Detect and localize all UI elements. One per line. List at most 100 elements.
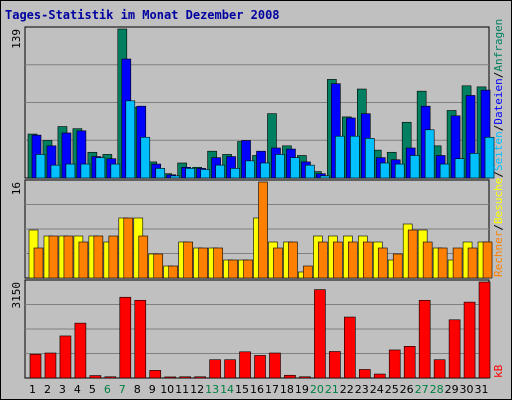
bar-rechner-day-12 — [198, 247, 208, 279]
bar-rechner-day-31 — [482, 241, 493, 279]
bar-seiten-day-15 — [245, 160, 255, 179]
day-label-11: 11 — [175, 383, 189, 396]
bar-seiten-day-11 — [185, 168, 195, 179]
bar-kb-day-9 — [149, 370, 162, 379]
bar-rechner-day-30 — [467, 247, 478, 279]
bar-kb-day-22 — [344, 316, 356, 379]
legend-series: Rechner/Besuche/Seiten/Dateien/Anfragen — [492, 19, 505, 277]
bar-rechner-day-11 — [183, 241, 193, 279]
bar-kb-day-29 — [448, 319, 461, 379]
bar-rechner-day-14 — [228, 259, 238, 279]
day-label-14: 14 — [220, 383, 234, 396]
legend-entry: Dateien — [492, 78, 505, 124]
bar-rechner-day-22 — [348, 241, 358, 279]
panel-1: 139 — [10, 26, 495, 179]
bar-seiten-day-24 — [379, 162, 390, 179]
bar-kb-day-24 — [373, 373, 386, 379]
legend-kb: kB — [492, 364, 505, 378]
bar-seiten-day-18 — [290, 157, 300, 179]
day-label-13: 13 — [205, 383, 219, 396]
bar-rechner-day-21 — [333, 241, 343, 279]
day-label-8: 8 — [134, 383, 141, 396]
bar-rechner-day-19 — [303, 265, 313, 279]
bar-seiten-day-25 — [394, 163, 405, 179]
bar-kb-day-6 — [104, 376, 117, 379]
legend-entry: / — [492, 171, 505, 178]
day-label-12: 12 — [190, 383, 204, 396]
bar-rechner-day-25 — [392, 253, 403, 279]
y-max-label: 3150 — [10, 282, 23, 309]
legend-entry: Anfragen — [492, 19, 505, 72]
legend-entry: / — [492, 224, 505, 231]
bar-seiten-day-17 — [275, 154, 285, 179]
bar-seiten-day-14 — [230, 168, 240, 179]
bar-seiten-day-3 — [65, 163, 76, 179]
bar-kb-day-21 — [329, 351, 341, 379]
bar-seiten-day-16 — [260, 162, 270, 179]
day-label-31: 31 — [475, 383, 489, 396]
bar-seiten-day-22 — [350, 135, 360, 179]
bar-seiten-day-27 — [424, 129, 435, 179]
bar-seiten-day-5 — [95, 157, 106, 179]
bar-kb-day-4 — [74, 322, 87, 379]
bar-rechner-day-17 — [273, 247, 283, 279]
bar-kb-day-26 — [403, 346, 416, 379]
panel-2: 16 — [10, 179, 493, 279]
bar-kb-day-31 — [478, 281, 491, 379]
day-label-2: 2 — [44, 383, 51, 396]
bar-seiten-day-29 — [454, 158, 465, 179]
day-label-1: 1 — [29, 383, 36, 396]
day-label-4: 4 — [74, 383, 81, 396]
bar-seiten-day-6 — [110, 163, 121, 179]
bar-seiten-day-8 — [140, 136, 151, 179]
y-max-label: 16 — [10, 182, 23, 195]
day-label-7: 7 — [119, 383, 126, 396]
bar-kb-day-14 — [224, 359, 236, 379]
bar-rechner-day-9 — [153, 253, 164, 279]
bar-rechner-day-5 — [93, 235, 104, 279]
day-label-17: 17 — [265, 383, 279, 396]
bar-seiten-day-19 — [305, 164, 315, 179]
chart-title: Tages-Statistik im Monat Dezember 2008 — [5, 8, 280, 22]
bar-rechner-day-4 — [78, 241, 89, 279]
bar-seiten-day-9 — [155, 168, 166, 179]
panel-3: 3150 — [10, 279, 491, 379]
legend-entry: / — [492, 72, 505, 79]
bar-seiten-day-7 — [125, 100, 136, 179]
bar-seiten-day-30 — [469, 153, 480, 179]
legend-entry: Seiten — [492, 131, 505, 171]
day-label-6: 6 — [104, 383, 111, 396]
bar-seiten-day-2 — [50, 164, 61, 179]
bar-seiten-day-20 — [320, 175, 330, 179]
bar-kb-day-1 — [29, 353, 42, 379]
bar-rechner-day-10 — [168, 265, 179, 279]
bar-kb-day-3 — [59, 335, 72, 379]
day-label-20: 20 — [310, 383, 324, 396]
bar-rechner-day-27 — [422, 241, 433, 279]
day-label-25: 25 — [385, 383, 399, 396]
y-max-label: 139 — [10, 29, 23, 49]
day-label-26: 26 — [400, 383, 414, 396]
bar-seiten-day-13 — [215, 164, 225, 179]
day-label-22: 22 — [340, 383, 354, 396]
bar-seiten-day-21 — [335, 135, 345, 179]
bar-seiten-day-4 — [80, 163, 91, 179]
day-label-15: 15 — [235, 383, 249, 396]
bar-rechner-day-7 — [123, 217, 134, 279]
bar-kb-day-13 — [209, 359, 221, 379]
bar-rechner-day-1 — [33, 247, 44, 279]
day-label-21: 21 — [325, 383, 339, 396]
bar-kb-day-18 — [284, 374, 296, 379]
day-label-18: 18 — [280, 383, 294, 396]
day-label-19: 19 — [295, 383, 309, 396]
bar-seiten-day-28 — [439, 163, 450, 179]
day-label-30: 30 — [460, 383, 474, 396]
bar-seiten-day-31 — [484, 136, 495, 179]
bar-seiten-day-1 — [35, 154, 46, 179]
bar-rechner-day-20 — [318, 241, 328, 279]
bar-rechner-day-28 — [437, 247, 448, 279]
day-label-16: 16 — [250, 383, 264, 396]
bar-kb-day-19 — [299, 376, 311, 379]
day-label-29: 29 — [445, 383, 459, 396]
day-label-28: 28 — [430, 383, 444, 396]
